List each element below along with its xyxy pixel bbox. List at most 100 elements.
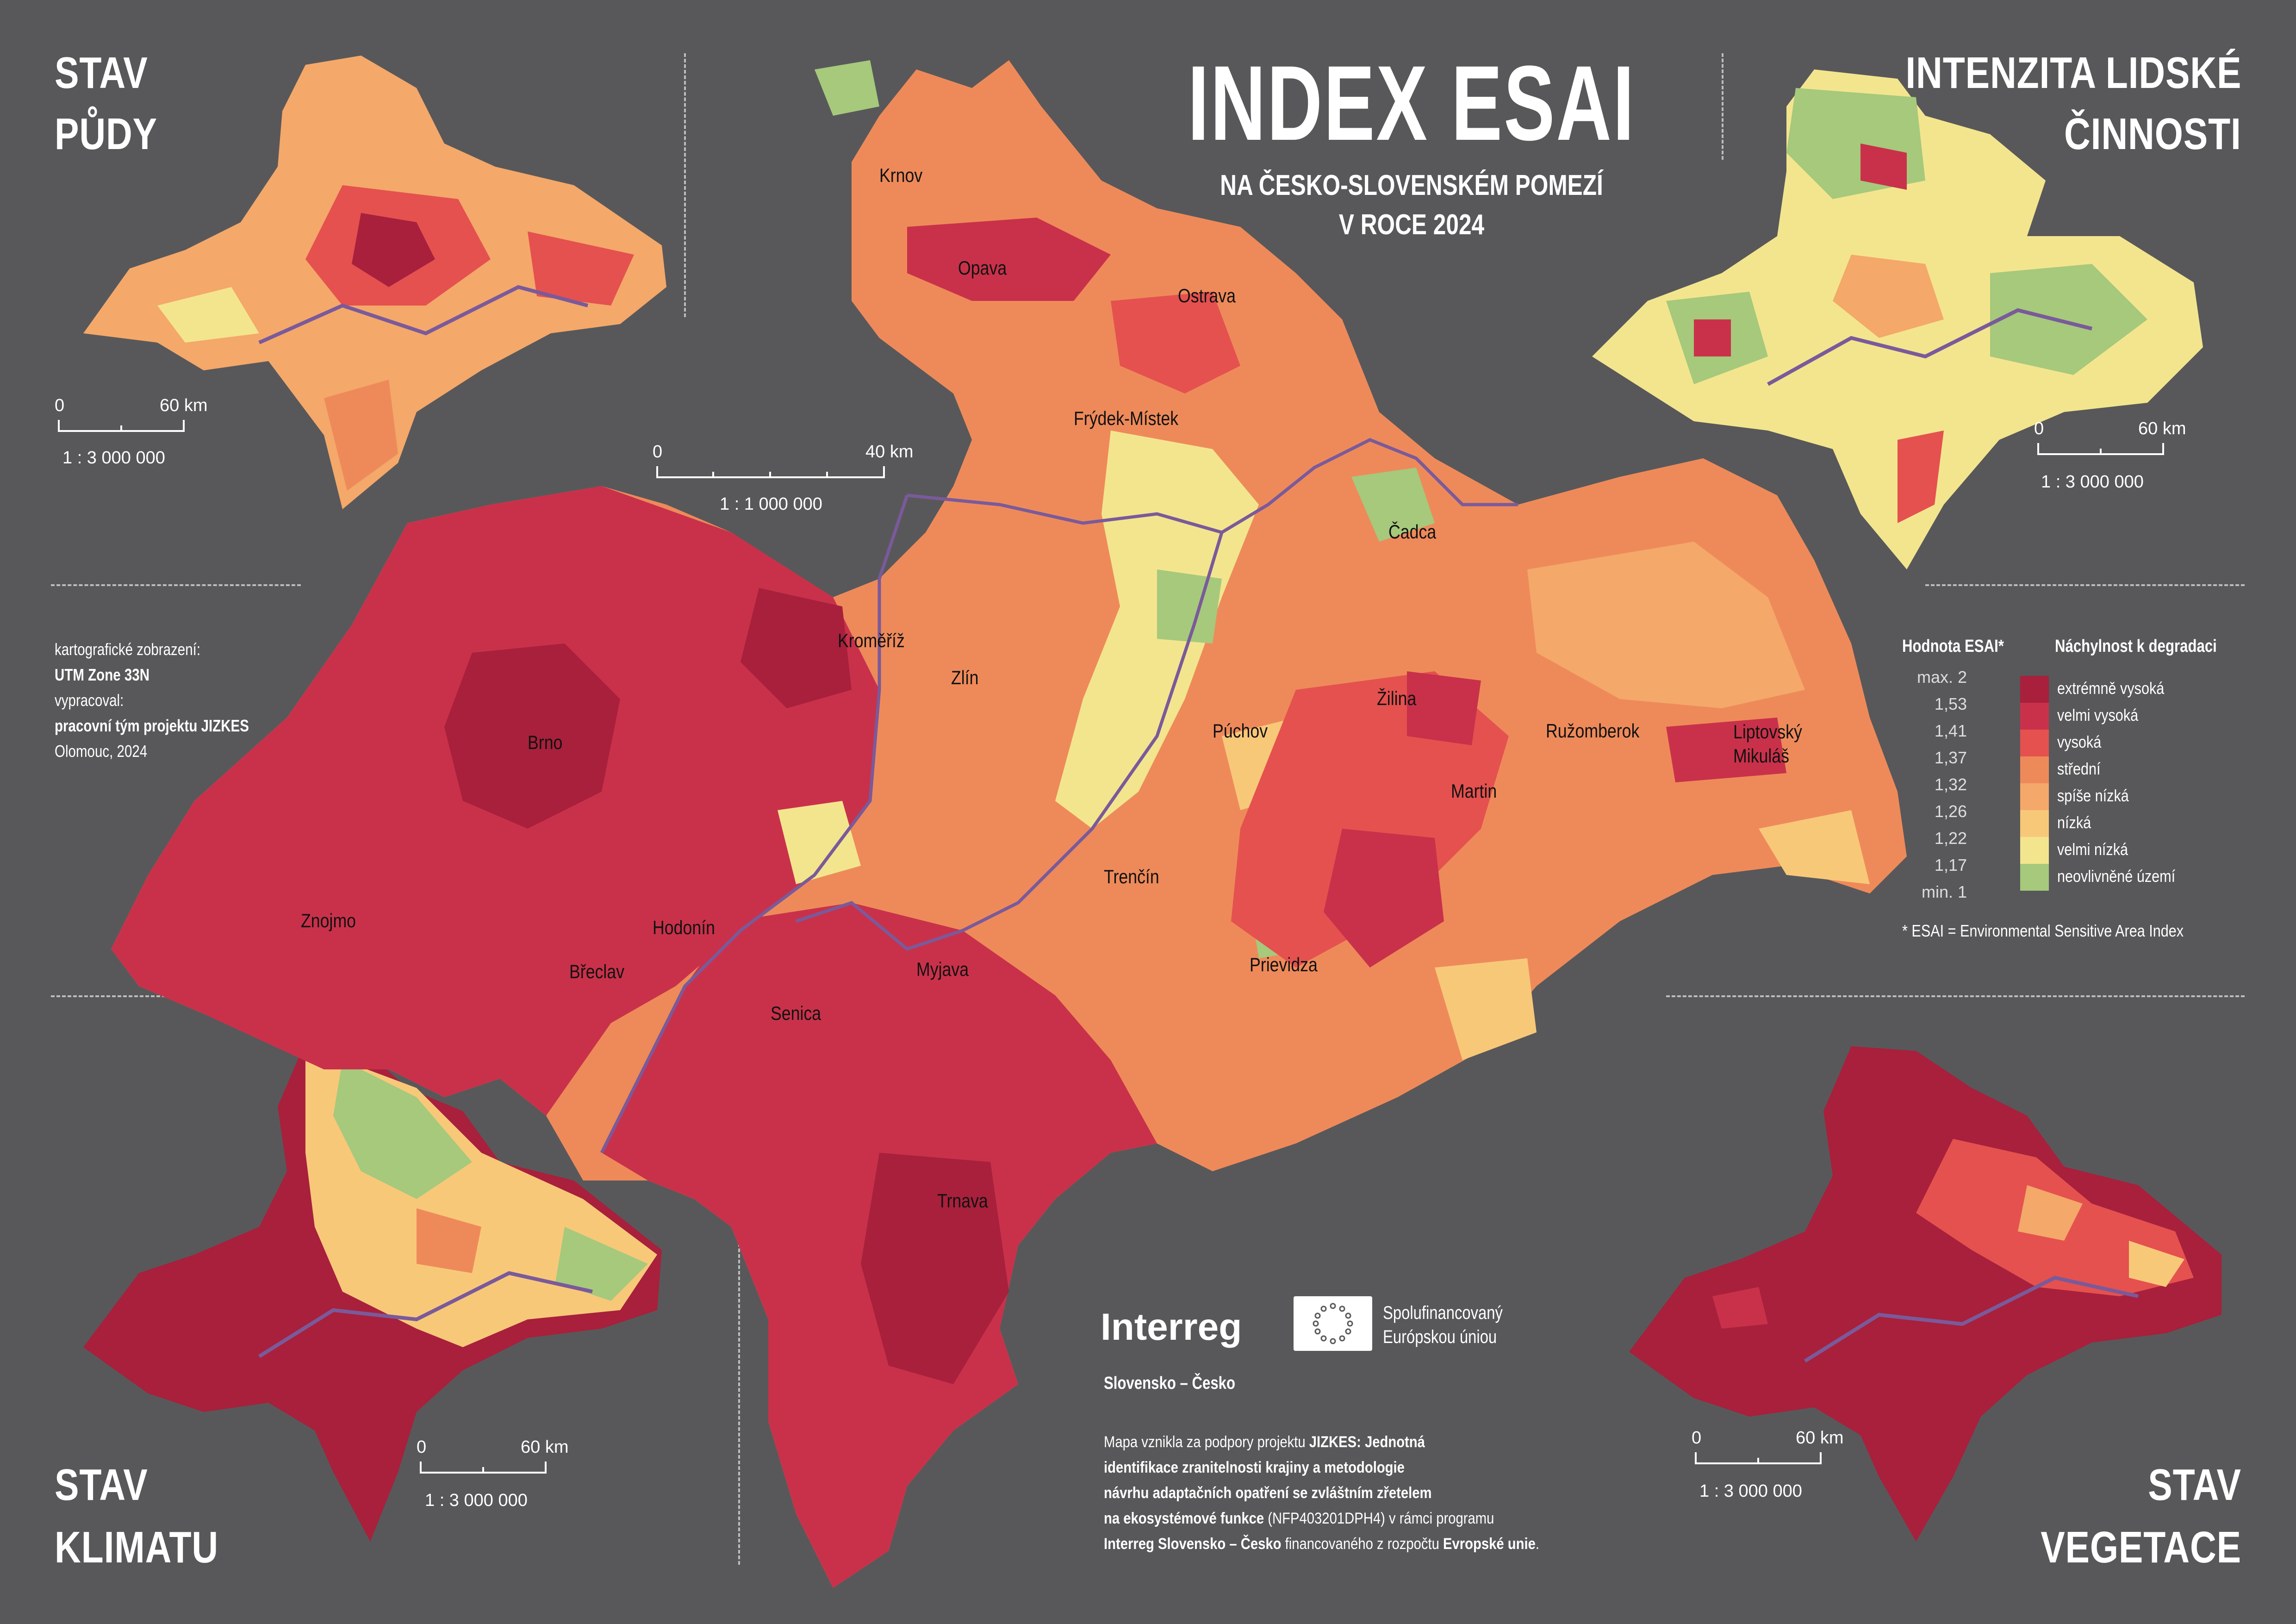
legend-class-label: nízká <box>2057 813 2091 832</box>
legend-value: 1,22 <box>1934 829 1967 848</box>
scale-ratio: 1 : 1 000 000 <box>720 494 822 514</box>
human-title-line-2: ČINNOSTI <box>2064 109 2241 159</box>
scale-end: 60 km <box>2138 419 2186 438</box>
soil-title-line-2: PŮDY <box>55 109 157 159</box>
scale-zero: 0 <box>2034 419 2044 438</box>
legend-value: 1,17 <box>1934 856 1967 874</box>
project-note-line-5: Interreg Slovensko – Česko financovaného… <box>1104 1535 1540 1553</box>
legend-swatch <box>2020 864 2049 891</box>
legend-head-class: Náchylnost k degradaci <box>2055 637 2217 656</box>
human-title-line-1: INTENZITA LIDSKÉ <box>1905 48 2241 98</box>
scale-ratio: 1 : 3 000 000 <box>2041 472 2144 492</box>
main-esai-map <box>111 60 1907 1588</box>
project-note-line-1: Mapa vznikla za podpory projektu JIZKES:… <box>1104 1433 1425 1451</box>
scale-zero: 0 <box>1692 1428 1702 1448</box>
separator <box>51 584 301 586</box>
eu-cofinanced-line-2: Európskou úniou <box>1383 1327 1497 1347</box>
legend-class-label: spíše nízká <box>2057 786 2129 805</box>
city-label: Kroměříž <box>838 630 905 651</box>
legend-value: 1,53 <box>1934 694 1967 713</box>
legend-class-label: extrémně vysoká <box>2057 679 2165 698</box>
interreg-logo: Interreg <box>1101 1306 1242 1348</box>
subtitle-line-2: V ROCE 2024 <box>1338 209 1485 241</box>
soil-inset-map <box>83 56 666 509</box>
legend-swatch <box>2020 703 2049 730</box>
legend-footnote: * ESAI = Environmental Sensitive Area In… <box>1902 921 2184 940</box>
legend-swatch <box>2020 730 2049 756</box>
city-label: Trenčín <box>1104 866 1159 887</box>
vegetation-scale-bar <box>1695 1452 1822 1464</box>
human-scale-bar <box>2037 443 2164 455</box>
legend-swatch <box>2020 837 2049 864</box>
separator <box>1666 995 2245 997</box>
separator <box>738 1148 740 1565</box>
city-label: Martin <box>1451 780 1497 802</box>
city-label: Krnov <box>879 164 923 186</box>
project-note-line-4: na ekosystémové funkce (NFP403201DPH4) v… <box>1104 1510 1494 1527</box>
human-activity-inset-map <box>1592 69 2203 569</box>
credits-label: vypracoval: <box>55 691 124 710</box>
city-label: Znojmo <box>301 910 356 931</box>
vegetation-title-line-2: VEGETACE <box>2041 1523 2241 1572</box>
city-label: Brno <box>528 731 563 753</box>
city-label: Čadca <box>1388 521 1437 543</box>
soil-scale-bar <box>58 420 185 432</box>
city-label: Břeclav <box>569 961 625 982</box>
scale-zero: 0 <box>417 1437 427 1457</box>
legend-value: min. 1 <box>1921 882 1967 901</box>
separator <box>51 995 227 997</box>
city-label: Prievidza <box>1250 954 1318 975</box>
legend-swatch <box>2020 676 2049 703</box>
climate-title-line-1: STAV <box>55 1460 148 1510</box>
soil-title-line-1: STAV <box>55 48 148 98</box>
eu-flag-icon <box>1294 1296 1372 1351</box>
vegetation-inset-map <box>1629 1046 2221 1542</box>
city-label: Zlín <box>951 667 979 688</box>
scale-end: 60 km <box>521 1437 569 1457</box>
legend-head-value: Hodnota ESAI* <box>1902 637 2004 656</box>
city-label: Liptovský Mikuláš <box>1733 721 1802 767</box>
legend-class-label: neovlivněné území <box>2057 867 2176 886</box>
project-note-line-3: návrhu adaptačních opatření se zvláštním… <box>1104 1484 1432 1502</box>
legend-class-label: velmi nízká <box>2057 840 2128 859</box>
project-note-line-2: identifikace zranitelnosti krajiny a met… <box>1104 1459 1405 1476</box>
main-title: INDEX ESAI <box>1188 44 1636 162</box>
legend-class-label: střední <box>2057 759 2101 778</box>
scale-end: 40 km <box>865 442 914 462</box>
scale-zero: 0 <box>653 442 663 462</box>
city-label: Púchov <box>1213 720 1268 742</box>
legend-value: 1,26 <box>1934 802 1967 821</box>
city-label: Žilina <box>1377 687 1417 709</box>
legend-swatch <box>2020 783 2049 810</box>
vegetation-title-line-1: STAV <box>2148 1460 2241 1510</box>
legend-value: 1,41 <box>1934 721 1967 740</box>
climate-inset-map <box>83 1042 662 1542</box>
legend-swatch <box>2020 810 2049 837</box>
scale-end: 60 km <box>160 396 208 415</box>
scale-zero: 0 <box>55 396 65 415</box>
credits-place-date: Olomouc, 2024 <box>55 742 148 761</box>
legend-value: 1,37 <box>1934 748 1967 767</box>
city-label: Frýdek-Místek <box>1074 407 1179 429</box>
main-scale-bar <box>656 466 885 478</box>
climate-title-line-2: KLIMATU <box>55 1523 219 1572</box>
city-label: Ružomberok <box>1546 720 1640 742</box>
city-label: Trnava <box>937 1190 988 1212</box>
separator <box>684 53 686 317</box>
separator <box>1722 53 1724 160</box>
legend-value: 1,32 <box>1934 775 1967 794</box>
credits-projection: UTM Zone 33N <box>55 665 150 684</box>
credits-label: kartografické zobrazení: <box>55 640 201 659</box>
legend-class-label: velmi vysoká <box>2057 706 2139 725</box>
legend-swatch <box>2020 756 2049 783</box>
city-label: Myjava <box>916 958 969 980</box>
credits-author: pracovní tým projektu JIZKES <box>55 716 249 735</box>
city-label: Ostrava <box>1178 285 1236 306</box>
legend-value: max. 2 <box>1916 668 1967 687</box>
scale-ratio: 1 : 3 000 000 <box>425 1491 528 1510</box>
legend-class-label: vysoká <box>2057 732 2102 751</box>
climate-scale-bar <box>420 1462 547 1474</box>
separator <box>1925 584 2245 586</box>
city-label: Opava <box>958 257 1007 279</box>
scale-end: 60 km <box>1796 1428 1844 1448</box>
